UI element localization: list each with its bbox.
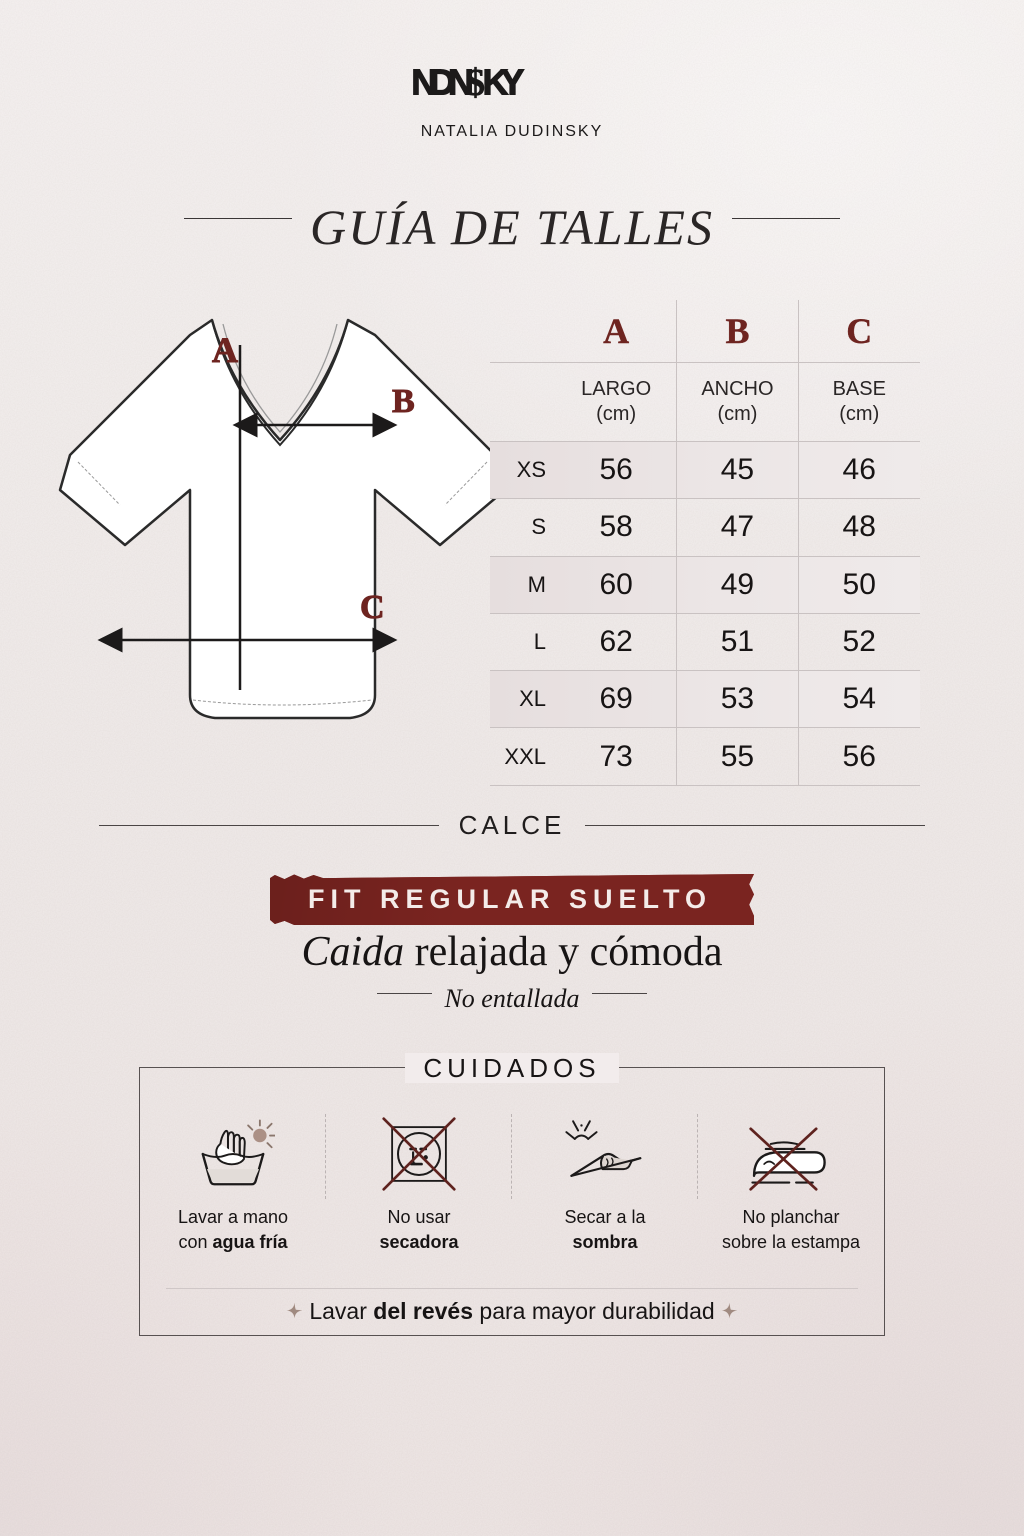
svg-text:B: B xyxy=(392,383,415,420)
svg-text:$: $ xyxy=(466,62,485,104)
svg-text:C: C xyxy=(360,589,385,626)
svg-text:KY: KY xyxy=(482,61,524,102)
svg-text:A: A xyxy=(212,330,238,370)
